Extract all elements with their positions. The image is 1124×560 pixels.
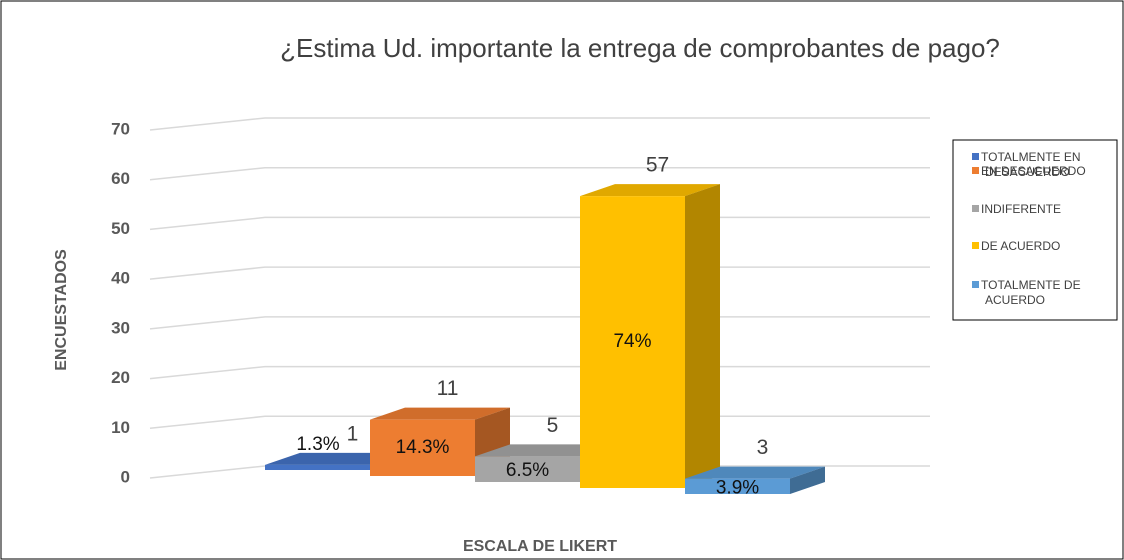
value-label: 1 xyxy=(347,422,359,445)
value-label: 5 xyxy=(547,414,559,437)
bar-top-shade xyxy=(580,184,720,197)
bar xyxy=(685,478,790,494)
y-tick-label: 70 xyxy=(111,119,130,138)
y-tick-label: 30 xyxy=(111,318,130,337)
bar-top-shade xyxy=(685,466,825,479)
legend-swatch xyxy=(972,153,979,160)
y-axis-title: ENCUESTADOS xyxy=(53,249,70,371)
bar xyxy=(370,419,475,476)
bar-top xyxy=(370,407,510,420)
x-axis-title: ESCALA DE LIKERT xyxy=(463,538,617,555)
y-tick-label: 50 xyxy=(111,219,130,238)
legend-swatch xyxy=(972,205,979,212)
percent-label: 6.5% xyxy=(506,460,549,481)
grid-line xyxy=(149,117,930,131)
bar-side-shade xyxy=(790,466,825,494)
bar-top xyxy=(580,184,720,197)
bar-side xyxy=(685,184,720,488)
percent-label: 74% xyxy=(613,331,651,352)
value-label: 3 xyxy=(757,436,769,459)
bar-top xyxy=(685,466,825,479)
legend-swatch xyxy=(972,167,979,174)
bar xyxy=(475,456,580,482)
percent-label: 1.3% xyxy=(296,434,339,455)
bar xyxy=(265,464,370,470)
chart-title: ¿Estima Ud. importante la entrega de com… xyxy=(280,33,1000,63)
bar xyxy=(580,196,685,488)
y-tick-label: 40 xyxy=(111,269,130,288)
grid-line xyxy=(149,166,930,181)
legend-swatch xyxy=(972,281,979,288)
percent-label: 3.9% xyxy=(716,477,759,498)
value-label: 57 xyxy=(646,154,669,177)
legend-label: TOTALMENTE DE ACUERDO xyxy=(981,278,1081,307)
y-tick-label: 60 xyxy=(111,169,130,188)
y-tick-label: 0 xyxy=(121,467,130,486)
legend-label: DE ACUERDO xyxy=(981,239,1060,253)
legend-label: TOTALMENTE EN DESACUERDO xyxy=(981,150,1081,179)
legend-swatch xyxy=(972,242,979,249)
value-label: 11 xyxy=(437,377,459,400)
legend-label: INDIFERENTE xyxy=(981,202,1061,216)
percent-label: 14.3% xyxy=(396,437,450,458)
bar-side xyxy=(790,466,825,494)
bar-side-shade xyxy=(685,184,720,488)
legend-box xyxy=(952,139,1118,321)
y-tick-label: 20 xyxy=(111,368,130,387)
legend-label: EN DESACUERDO xyxy=(981,164,1086,178)
y-tick-label: 10 xyxy=(111,418,130,437)
bar-top-shade xyxy=(370,407,510,420)
